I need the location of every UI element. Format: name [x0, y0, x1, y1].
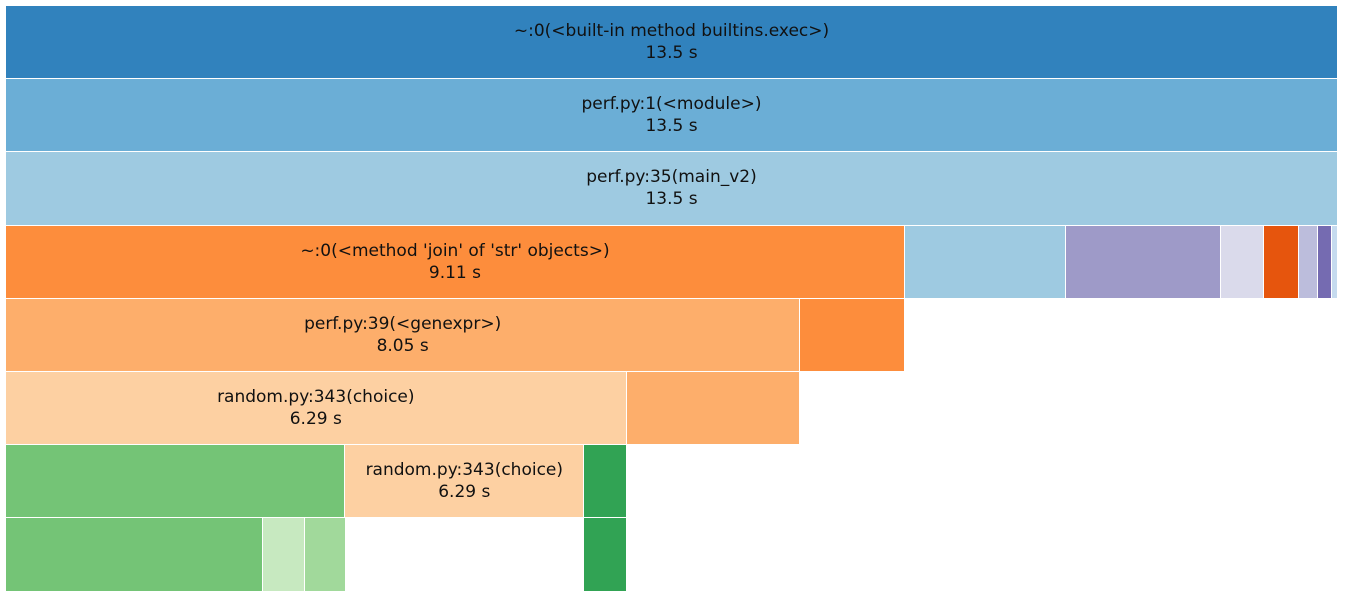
frame-label: perf.py:35(main_v2): [586, 167, 757, 188]
frame-block[interactable]: [1065, 225, 1221, 299]
frame-block[interactable]: [6, 445, 346, 519]
frame-block[interactable]: [1220, 225, 1264, 299]
frame-block[interactable]: [305, 518, 346, 592]
frame-label: random.py:343(choice): [365, 460, 564, 481]
frame-block[interactable]: [1318, 225, 1333, 299]
frame-label: perf.py:39(<genexpr>): [304, 313, 502, 334]
frame-block[interactable]: [904, 225, 1066, 299]
frame-block[interactable]: ~:0(<built-in method builtins.exec>) 13.5…: [6, 6, 1338, 80]
frame-time-label: 13.5 s: [645, 116, 698, 137]
frame-block[interactable]: [584, 445, 627, 519]
frame-label: perf.py:1(<module>): [581, 94, 762, 115]
frame-block[interactable]: perf.py:1(<module>) 13.5 s: [6, 79, 1338, 153]
frame-block[interactable]: [1298, 225, 1319, 299]
frame-time-label: 6.29 s: [438, 482, 491, 503]
frame-time-label: 13.5 s: [645, 43, 698, 64]
frame-time-label: 9.11 s: [428, 262, 481, 283]
frame-block[interactable]: random.py:343(choice) 6.29 s: [345, 445, 585, 519]
frame-block[interactable]: [626, 372, 801, 446]
frame-block[interactable]: [584, 518, 627, 592]
frame-block[interactable]: [6, 518, 263, 592]
frame-block[interactable]: ~:0(<method 'join' of 'str' objects>) 9.1…: [6, 225, 905, 299]
frame-block[interactable]: [800, 298, 905, 372]
frame-label: ~:0(<built-in method builtins.exec>): [513, 21, 830, 42]
frame-time-label: 13.5 s: [645, 189, 698, 210]
frame-block[interactable]: [1332, 225, 1338, 299]
frame-label: ~:0(<method 'join' of 'str' objects>): [300, 240, 610, 261]
frame-block[interactable]: perf.py:35(main_v2) 13.5 s: [6, 152, 1338, 226]
frame-time-label: 6.29 s: [289, 409, 342, 430]
frame-block[interactable]: [262, 518, 305, 592]
frame-block[interactable]: [1264, 225, 1299, 299]
frame-label: random.py:343(choice): [217, 387, 415, 408]
frame-block[interactable]: perf.py:39(<genexpr>) 8.05 s: [6, 298, 801, 372]
frame-time-label: 8.05 s: [376, 335, 429, 356]
frame-block[interactable]: random.py:343(choice) 6.29 s: [6, 372, 627, 446]
